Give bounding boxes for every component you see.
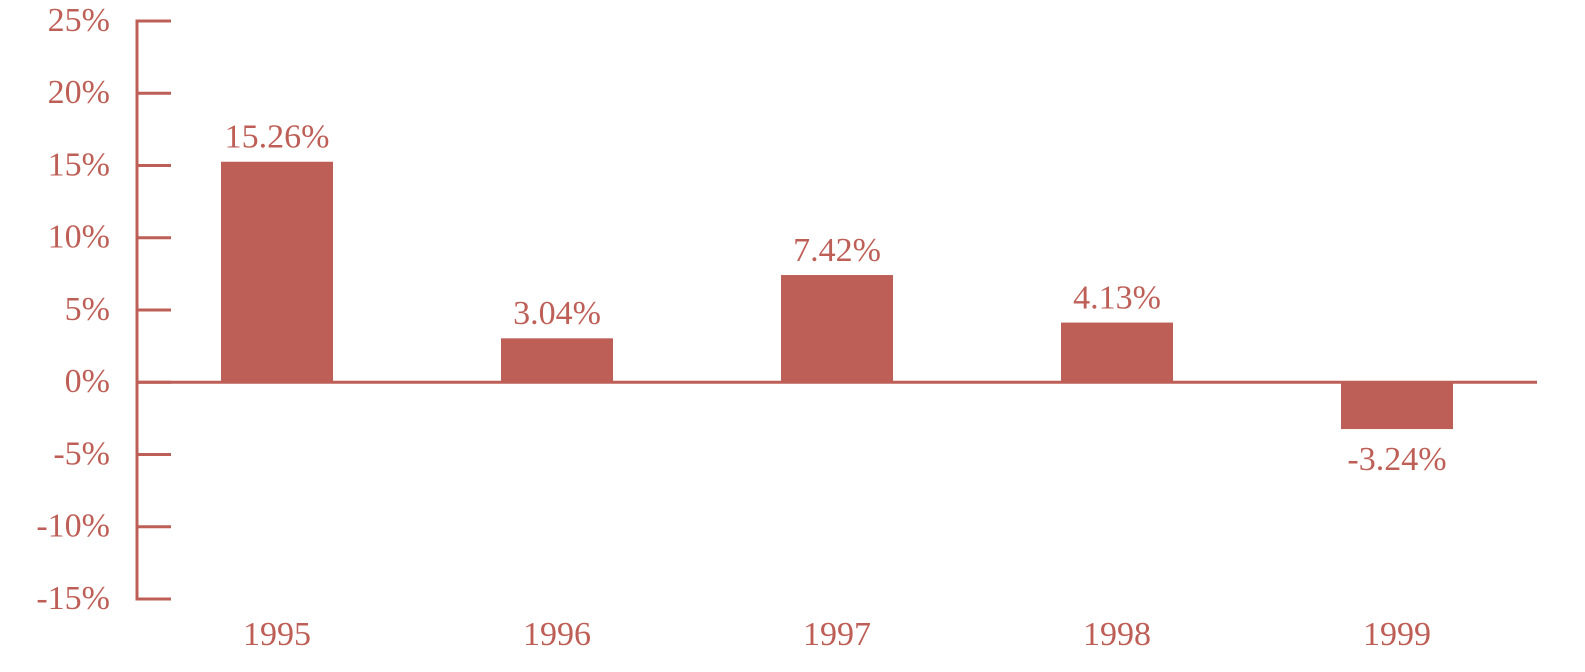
y-tick-label: 10% [48,219,110,256]
y-tick-label: 0% [65,363,110,400]
y-tick-label: 20% [48,74,110,111]
x-tick-label: 1997 [803,616,871,653]
y-tick-label: -15% [36,580,110,617]
x-tick-label: 1999 [1363,616,1431,653]
value-label: 3.04% [513,295,601,332]
bar [221,161,333,383]
y-tick-label: 15% [48,146,110,183]
bar [1061,322,1173,383]
bar [501,338,613,383]
y-tick-label: 25% [48,2,110,39]
value-label: 7.42% [793,232,881,269]
y-tick-label: 5% [65,291,110,328]
x-tick-label: 1998 [1083,616,1151,653]
x-tick-label: 1996 [523,616,591,653]
x-tick-label: 1995 [243,616,311,653]
bar [781,275,893,383]
bar [1341,382,1453,430]
value-label: 4.13% [1073,279,1161,316]
y-tick-label: -10% [36,508,110,545]
value-label: -3.24% [1347,441,1446,478]
y-tick-label: -5% [53,435,110,472]
value-label: 15.26% [225,119,330,156]
